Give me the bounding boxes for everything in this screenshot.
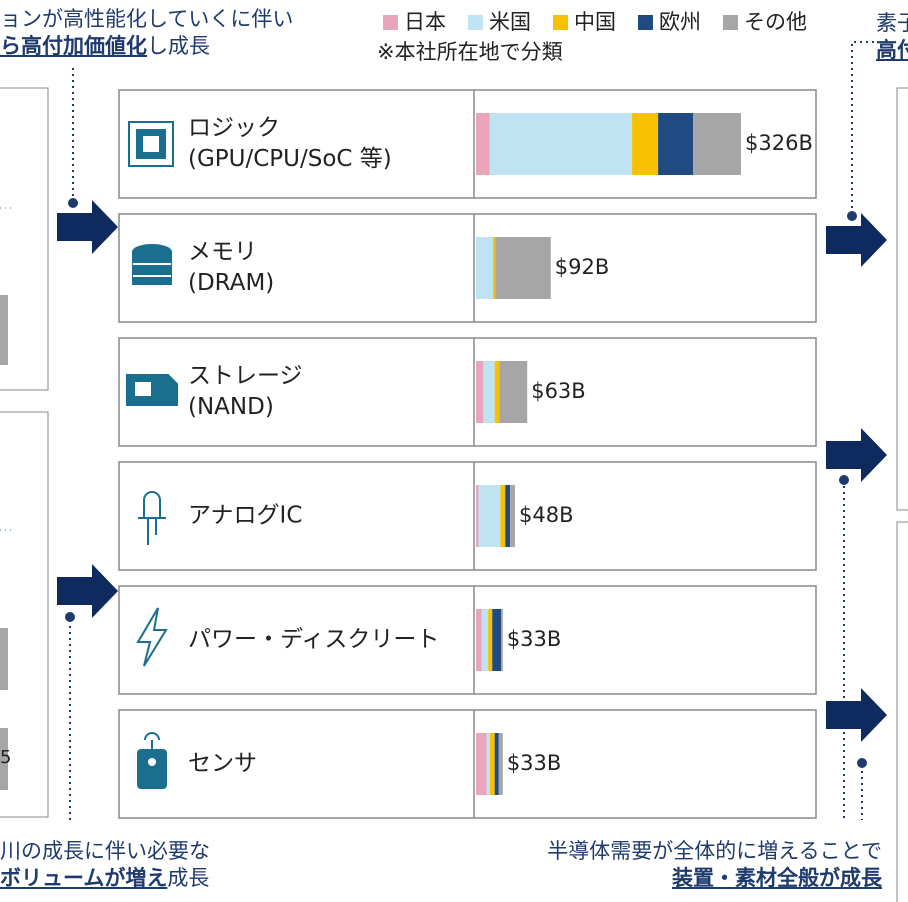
right-panel <box>896 87 908 511</box>
bar-segment <box>501 609 503 671</box>
left-bar <box>0 728 8 790</box>
note-line: 成長 <box>167 866 210 890</box>
bar-segment <box>483 361 495 423</box>
bar-segment <box>499 361 528 423</box>
left-bar <box>0 295 8 365</box>
legend-label: その他 <box>744 10 807 34</box>
top-left-note: ョンが高性能化していくに伴い ら高付加価値化し成長 <box>0 6 293 60</box>
note-line: 川の成長に伴い必要な <box>0 839 210 863</box>
legend-swatch <box>468 15 483 30</box>
bar-segment <box>476 237 494 299</box>
bar-segment <box>658 113 694 175</box>
bar-segment <box>488 609 493 671</box>
total-label: $33B <box>507 751 562 775</box>
category-label: ストレージ <box>188 363 303 389</box>
icons <box>126 121 178 789</box>
left-panel <box>0 87 49 391</box>
bar-segment <box>476 733 487 795</box>
bar-segment <box>476 609 482 671</box>
bar-segment <box>476 485 479 547</box>
note-line: し成長 <box>147 34 210 58</box>
row-box <box>118 337 817 447</box>
left-bar <box>0 628 8 690</box>
legend-swatch <box>723 15 738 30</box>
note-emphasis: 高付 <box>876 38 908 62</box>
bar-segment <box>494 733 499 795</box>
bottom-right-note: 半導体需要が全体的に増えることで装置・素材全般が成長 <box>547 838 882 892</box>
note-emphasis: 装置・素材全般が成長 <box>672 866 882 890</box>
category-label: メモリ <box>188 239 257 265</box>
connector-dots <box>65 198 867 768</box>
top-right-note: 素子 高付 <box>876 10 908 64</box>
bar-segment <box>493 237 496 299</box>
bar-segment <box>481 609 489 671</box>
total-label: $33B <box>507 627 562 651</box>
category-label: センサ <box>188 751 257 777</box>
left-panel <box>0 411 49 818</box>
total-label: $92B <box>555 255 610 279</box>
bottom-left-note: 川の成長に伴い必要な ボリュームが増え成長 <box>0 838 210 892</box>
bar-segment <box>476 113 490 175</box>
bar-segment <box>476 361 484 423</box>
bar-segment <box>494 361 500 423</box>
row-box <box>118 461 817 571</box>
bar-segment <box>478 485 501 547</box>
note-emphasis: ら高付加価値化 <box>0 34 147 58</box>
note-line: ョンが高性能化していくに伴い <box>0 7 294 31</box>
right-panel <box>896 521 908 902</box>
legend-label: 日本 <box>404 10 446 34</box>
bar-segment <box>693 113 741 175</box>
total-label: $48B <box>519 503 574 527</box>
note-line: 素子 <box>876 11 908 35</box>
bar-segment <box>498 733 503 795</box>
arrows <box>57 200 887 742</box>
bar-segment <box>486 733 490 795</box>
note-line: 半導体需要が全体的に増えることで <box>547 839 882 863</box>
legend-swatch <box>383 15 398 30</box>
bar-segment <box>489 113 633 175</box>
category-label: ロジック <box>188 115 280 141</box>
bar-segment <box>510 485 516 547</box>
row-box <box>118 213 817 323</box>
category-label: (GPU/CPU/SoC 等) <box>188 146 392 172</box>
legend-swatch <box>553 15 568 30</box>
category-label: (DRAM) <box>188 270 274 296</box>
connectors <box>69 41 876 820</box>
row-box <box>118 709 817 819</box>
legend-label: 中国 <box>574 10 616 34</box>
legend-swatch <box>638 15 653 30</box>
category-label: アナログIC <box>188 503 302 529</box>
bar-segment <box>632 113 659 175</box>
bar-segment <box>500 485 506 547</box>
bar-segment <box>492 609 502 671</box>
row-box <box>118 585 817 695</box>
total-label: $326B <box>745 131 813 155</box>
note-emphasis: ボリュームが増え <box>0 866 168 890</box>
bar-segment <box>489 733 495 795</box>
legend-label: 米国 <box>489 10 531 34</box>
category-label: (NAND) <box>188 394 274 420</box>
left-box-label: 5 <box>0 747 11 768</box>
legend-note: ※本社所在地で分類 <box>377 40 563 64</box>
bar-segment <box>495 237 551 299</box>
category-label: パワー・ディスクリート <box>188 627 439 653</box>
total-label: $63B <box>531 379 586 403</box>
bar-segment <box>505 485 511 547</box>
legend-label: 欧州 <box>659 10 701 34</box>
